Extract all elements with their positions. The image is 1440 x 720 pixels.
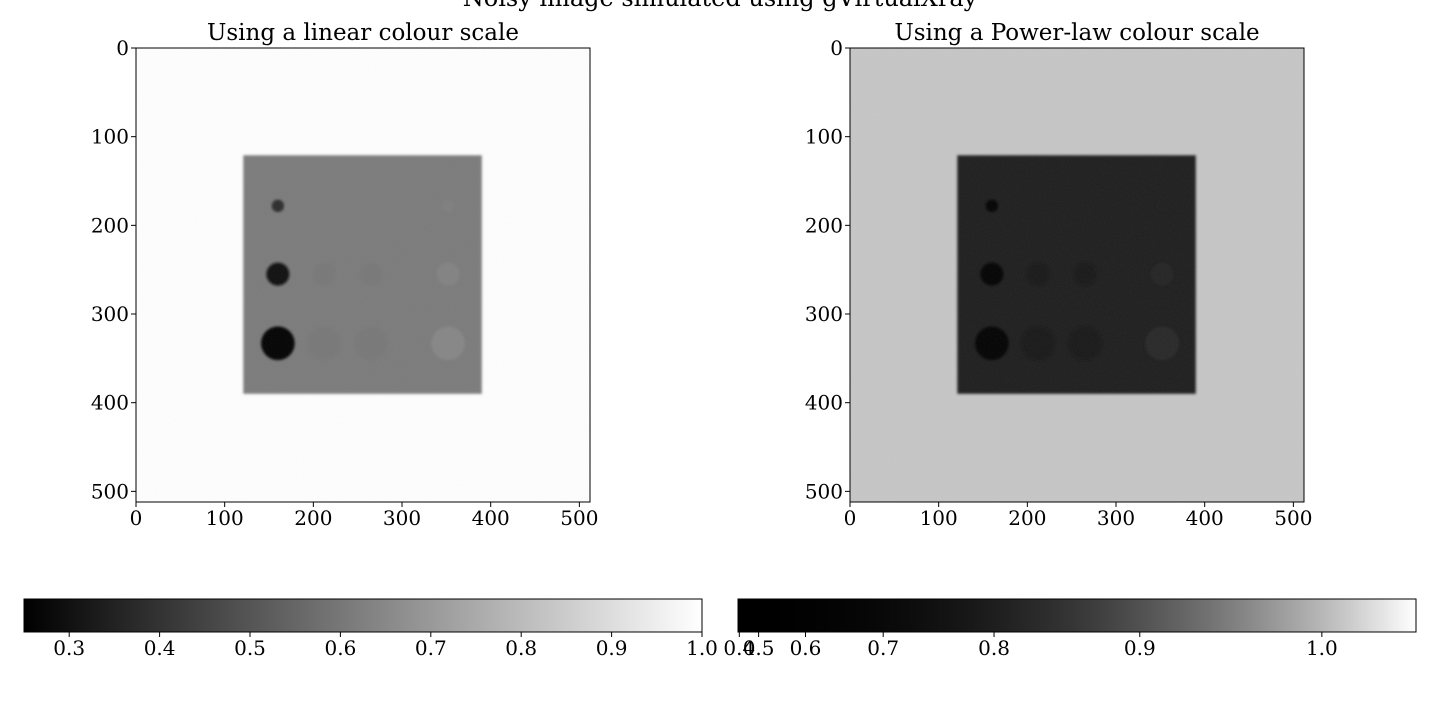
panel-2-xtick-label-200: 200 <box>1008 506 1046 530</box>
figure-suptitle: Noisy image simulated using gVirtualXray <box>463 0 978 12</box>
panel-2-xtick-label-500: 500 <box>1274 506 1312 530</box>
panel-1-colorbar-gradient <box>24 599 702 632</box>
panel-2-colorbar-tick-label-2: 0.6 <box>790 636 822 660</box>
panel-1-xtick-label-100: 100 <box>206 506 244 530</box>
panel-2-ytick-label-0: 0 <box>830 36 843 60</box>
panel-1-axes-frame <box>135 47 591 503</box>
panel-2-axes-frame <box>849 47 1305 503</box>
panel-1-xtick-label-300: 300 <box>383 506 421 530</box>
panel-1-colorbar-frame <box>23 598 703 633</box>
panel-2-ytick-label-100: 100 <box>805 125 843 149</box>
panel-2-xtick-label-400: 400 <box>1186 506 1224 530</box>
panel-2-xtick-label-300: 300 <box>1097 506 1135 530</box>
panel-2-image-noise <box>850 48 1304 502</box>
panel-2-colorbar: 0.40.5 0.6 0.7 0.8 0.9 1.0 <box>723 598 1417 660</box>
panels: Using a linear colour scale 0 100 200 300 400… <box>23 20 1417 660</box>
panel-2-colorbar-tick-label-5: 0.9 <box>1124 636 1156 660</box>
panel-2-colorbar-tick-label-4: 0.8 <box>978 636 1010 660</box>
panel-2-colorbar-tick-label-3: 0.7 <box>867 636 899 660</box>
panel-1-ytick-label-500: 500 <box>91 479 129 503</box>
panel-1-colorbar-tick-label-7: 1.0 <box>686 636 718 660</box>
panel-2-colorbar-gradient <box>738 599 1416 632</box>
panel-1-colorbar-tick-label-6: 0.9 <box>596 636 628 660</box>
panel-1: Using a linear colour scale 0 100 200 300 400… <box>23 20 718 660</box>
panel-1-colorbar-tick-label-1: 0.4 <box>144 636 176 660</box>
panel-1-colorbar-tick-label-3: 0.6 <box>324 636 356 660</box>
panel-2-ytick-label-500: 500 <box>805 479 843 503</box>
panel-2-ytick-label-300: 300 <box>805 302 843 326</box>
panel-1-image-noise <box>136 48 590 502</box>
panel-2-ytick-label-200: 200 <box>805 213 843 237</box>
panel-2: Using a Power-law colour scale 0 100 200 300… <box>723 20 1417 660</box>
panel-1-ytick-label-200: 200 <box>91 213 129 237</box>
panel-2-colorbar-tick-label-1: 0.5 <box>743 636 775 660</box>
panel-2-ytick-label-400: 400 <box>805 391 843 415</box>
panel-1-colorbar-tick-label-0: 0.3 <box>53 636 85 660</box>
panel-1-xtick-label-200: 200 <box>294 506 332 530</box>
panel-1-colorbar-tick-label-5: 0.8 <box>505 636 537 660</box>
panel-2-colorbar-frame <box>737 598 1417 633</box>
panel-2-title: Using a Power-law colour scale <box>894 20 1259 46</box>
panel-1-colorbar-tick-label-4: 0.7 <box>415 636 447 660</box>
panel-1-ytick-label-100: 100 <box>91 125 129 149</box>
panel-1-xtick-label-0: 0 <box>130 506 143 530</box>
panel-1-ytick-label-0: 0 <box>116 36 129 60</box>
panel-1-ytick-label-300: 300 <box>91 302 129 326</box>
panel-1-xtick-label-400: 400 <box>472 506 510 530</box>
panel-1-ytick-label-400: 400 <box>91 391 129 415</box>
panel-1-xtick-label-500: 500 <box>560 506 598 530</box>
panel-2-colorbar-tick-label-0: 0.4 <box>723 636 755 660</box>
panel-1-colorbar: 0.3 0.4 0.5 0.6 0.7 0.8 0.9 1.0 <box>23 598 718 660</box>
panel-1-colorbar-tick-label-2: 0.5 <box>234 636 266 660</box>
panel-2-xtick-label-0: 0 <box>844 506 857 530</box>
panel-2-colorbar-tick-label-6: 1.0 <box>1306 636 1338 660</box>
panel-1-title: Using a linear colour scale <box>207 20 519 46</box>
panel-2-xtick-label-100: 100 <box>920 506 958 530</box>
